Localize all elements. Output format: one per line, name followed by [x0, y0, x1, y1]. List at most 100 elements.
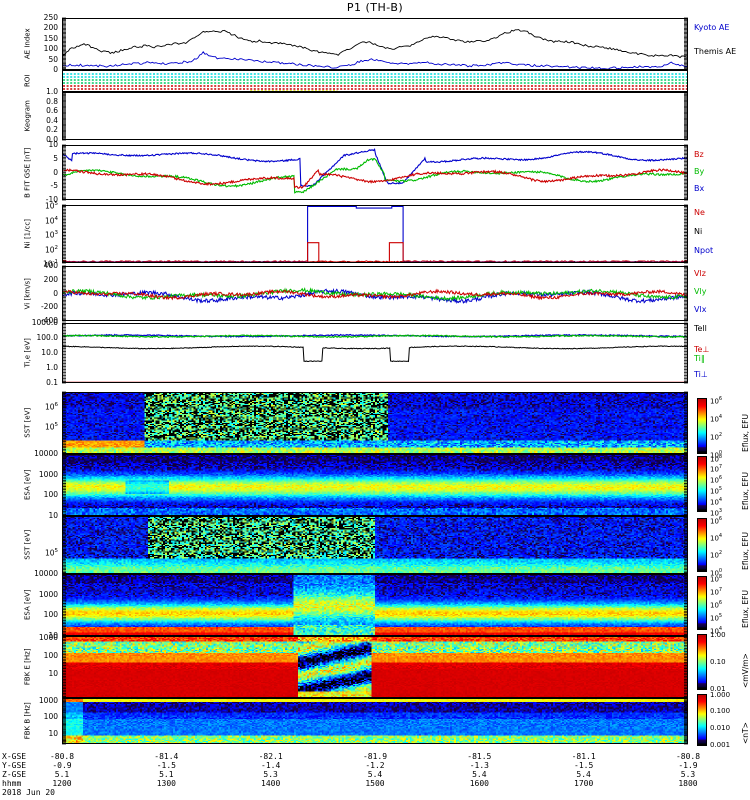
- panel-roi: [62, 70, 688, 92]
- colorbar-esa-2: [697, 576, 707, 630]
- b-fit-tick: -5: [50, 181, 58, 191]
- panel-sst-1: [62, 392, 688, 454]
- x-axis-tick-value: 1600: [469, 779, 489, 788]
- ni-tick: 104: [44, 215, 58, 225]
- colorbar-sst-2: [697, 518, 707, 572]
- keogram-tick: 0.6: [46, 106, 58, 116]
- legend-themis-ae: Themis AE: [694, 47, 737, 56]
- b-fit-tick: 5: [53, 153, 58, 163]
- colorbar-sst-1: [697, 398, 707, 454]
- series-te-par: [63, 345, 687, 363]
- colorbar-esa-1: [697, 456, 707, 512]
- esa-1-tick: 10: [48, 511, 58, 520]
- panel-keogram: [62, 92, 688, 140]
- ae-index-tick: 250: [43, 13, 58, 22]
- legend-ni: Ni: [694, 227, 703, 236]
- colorbar-tick: 0.01: [710, 684, 726, 693]
- x-axis-tick-value: 1500: [365, 779, 385, 788]
- ae-index-tick: 100: [43, 44, 58, 54]
- panel-vi: [62, 266, 688, 321]
- colorbar-tick: 105: [710, 485, 723, 496]
- b-fit-tick: 10: [48, 140, 58, 149]
- fbk-b-tick: 10: [48, 728, 58, 738]
- colorbar-tick: 1.00: [710, 630, 726, 639]
- legend-by: By: [694, 167, 705, 176]
- series-kyoto-ae: [63, 51, 687, 69]
- esa-2-tick: 10000: [34, 569, 58, 578]
- x-axis-tick-value: -1.4: [261, 761, 281, 770]
- series-ne-step1: [307, 242, 320, 262]
- panel-sst-2: [62, 516, 688, 574]
- x-axis-tick-value: -81.5: [467, 752, 492, 761]
- x-axis-tick-value: -1.2: [365, 761, 385, 770]
- panel-sst-1-image: [63, 393, 687, 453]
- esa-2-tick: 1000: [38, 589, 58, 599]
- colorbar-tick: 1.000: [710, 690, 731, 699]
- legend-ti-perp: Ti⊥: [694, 370, 708, 379]
- x-axis-tick-value: -1.3: [469, 761, 489, 770]
- esa-2-tick: 100: [43, 610, 58, 620]
- legend-vlz: Vlz: [694, 269, 706, 278]
- panel-esa-1-image: [63, 455, 687, 515]
- x-axis-tick-value: 5.4: [472, 770, 487, 779]
- vi-tick: 200: [43, 274, 58, 284]
- ti-te-tick: 1000.0: [31, 318, 58, 327]
- colorbar-tick: 104: [710, 496, 723, 507]
- x-axis-tick-value: -0.9: [52, 761, 72, 770]
- colorbar-title: Eflux, EFU: [741, 472, 750, 510]
- esa-1-tick: 10000: [34, 449, 58, 458]
- sst-2-tick: 105: [44, 547, 58, 558]
- colorbar-title: <mV/m>: [741, 653, 750, 688]
- ti-te-tick: 0.1: [46, 378, 58, 387]
- colorbar-tick: 106: [710, 475, 723, 485]
- x-axis-tick-value: 5.3: [263, 770, 278, 779]
- panel-esa-1: [62, 454, 688, 516]
- series-npot: [63, 206, 687, 262]
- esa-2-ylabel: ESA [eV]: [23, 589, 32, 621]
- x-axis-tick-value: -82.1: [258, 752, 283, 761]
- sst-1-tick: 106: [44, 401, 58, 412]
- panel-fbk-b: [62, 698, 688, 744]
- x-axis-tick-value: 5.1: [54, 770, 70, 779]
- colorbar-tick: 106: [710, 395, 723, 405]
- x-axis-tick-value: 1700: [574, 779, 594, 788]
- x-axis-row-label: Z-GSE: [2, 770, 27, 779]
- x-axis-tick-value: 5.1: [159, 770, 174, 779]
- x-axis-tick-value: 5.4: [367, 770, 383, 779]
- b-fit-tick: 0: [53, 167, 58, 177]
- ni-tick: 102: [44, 244, 58, 254]
- colorbar-fbk-e: [697, 634, 707, 690]
- ni-tick: 103: [44, 230, 58, 240]
- colorbar-tick: 104: [710, 532, 723, 543]
- colorbar-tick: 104: [710, 413, 723, 423]
- legend-te-perp: Te⊥: [694, 345, 710, 354]
- keogram-tick: 0.8: [46, 96, 58, 106]
- legend-vly: Vly: [694, 287, 707, 296]
- x-axis-row-label: Y-GSE: [2, 761, 27, 770]
- x-axis-tick-value: -1.9: [678, 761, 698, 770]
- x-axis-tick-value: 1800: [678, 779, 698, 788]
- ni-tick: 105: [44, 201, 58, 211]
- ti-te-tick: 1.0: [46, 363, 58, 372]
- keogram-tick: 1.0: [46, 87, 58, 96]
- sst-2-ylabel: SST [eV]: [23, 529, 32, 560]
- colorbar-tick: 102: [710, 550, 723, 560]
- colorbar-tick: 0.10: [710, 657, 726, 666]
- x-axis-tick-value: 1400: [261, 779, 281, 788]
- x-axis-tick-value: -80.8: [49, 752, 75, 761]
- panel-ti-te: [62, 323, 688, 383]
- keogram-tick: 0.4: [46, 115, 58, 125]
- fbk-e-tick: 10: [48, 669, 58, 679]
- vi-tick: 0: [53, 288, 58, 298]
- panel-ni: [62, 205, 688, 263]
- panel-sst-2-image: [63, 517, 687, 573]
- colorbar-tick: 104: [710, 625, 723, 635]
- ti-te-tick: 10.0: [41, 348, 58, 357]
- x-axis-tick-value: 1300: [156, 779, 176, 788]
- colorbar-tick: 100: [710, 567, 723, 577]
- colorbar-tick: 105: [710, 612, 723, 622]
- panel-fbk-e-image: [63, 637, 687, 697]
- x-axis-date: 2018 Jun 20: [2, 788, 55, 797]
- panel-fbk-e: [62, 636, 688, 698]
- x-axis-tick-value: -81.4: [154, 752, 179, 761]
